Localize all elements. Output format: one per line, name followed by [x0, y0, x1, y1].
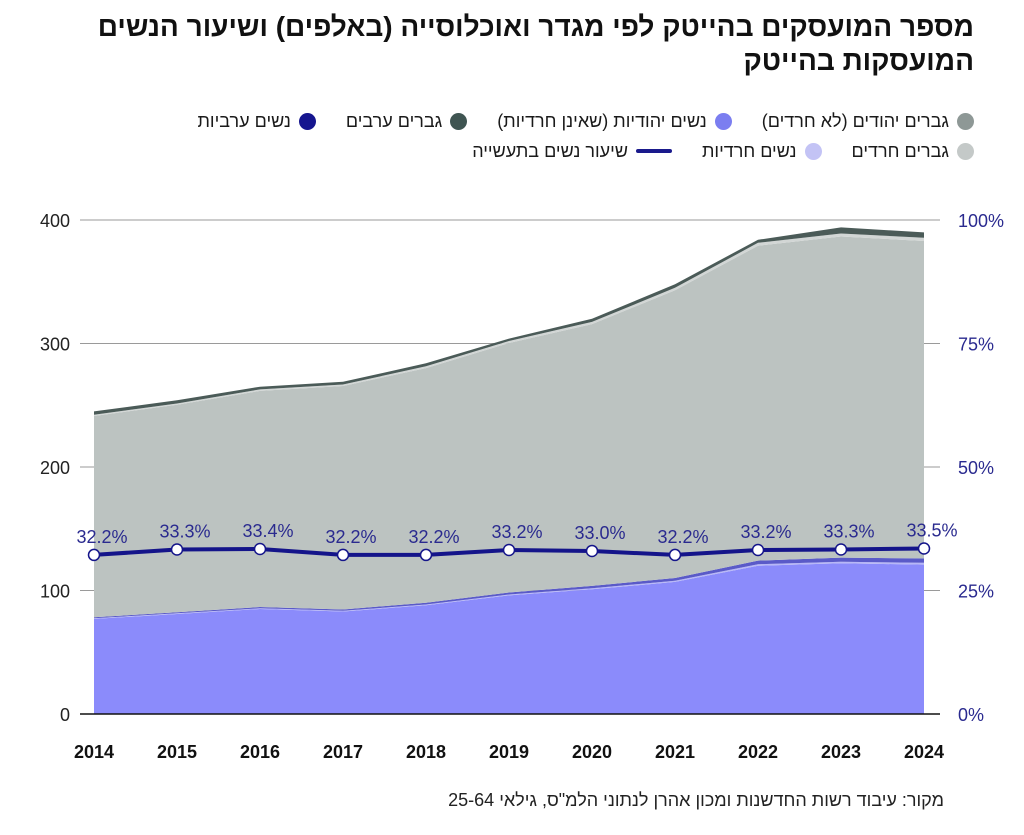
- y2-tick-label: 0%: [958, 705, 984, 725]
- y-tick-label: 400: [40, 211, 70, 231]
- y2-tick-label: 75%: [958, 335, 994, 355]
- legend-label: נשים חרדיות: [701, 140, 797, 161]
- circle-icon: [714, 112, 732, 130]
- share-data-label: 33.0%: [574, 523, 625, 543]
- chart-area: 0 100 200 300 400 0% 25% 50% 75% 100% 2014 2015 2016…: [40, 211, 1004, 762]
- legend-item-arab-men: גברים ערבים: [345, 110, 468, 132]
- line-icon: [635, 149, 672, 153]
- x-tick-label: 2022: [738, 742, 778, 762]
- y2-tick-label: 100%: [958, 211, 1004, 231]
- y-tick-label: 300: [40, 335, 70, 355]
- area-jewish_women: [94, 563, 924, 714]
- x-tick-label: 2017: [323, 742, 363, 762]
- share-data-label: 33.3%: [159, 521, 210, 541]
- share-data-label: 32.2%: [76, 527, 127, 547]
- legend-item-jewish-men: גברים יהודים (לא חרדים): [762, 111, 974, 132]
- x-tick-label: 2020: [572, 742, 612, 762]
- area-arab_women: [94, 557, 924, 619]
- share-point: [751, 543, 765, 557]
- circle-icon: [450, 112, 468, 130]
- share-point: [419, 548, 433, 562]
- legend-item-haredi-men: גברים חרדים: [852, 141, 974, 162]
- x-tick-label: 2021: [655, 742, 695, 762]
- legend-label: גברים ערבים: [345, 110, 443, 131]
- x-tick-label: 2014: [74, 742, 114, 762]
- share-data-label: 32.2%: [408, 527, 459, 547]
- legend-item-haredi-women: נשים חרדיות: [702, 141, 822, 162]
- legend-label: נשים ערביות: [197, 110, 291, 131]
- share-point: [502, 543, 516, 557]
- share-point: [585, 544, 599, 558]
- legend-row-1: גברים יהודים (לא חרדים) נשים יהודיות (שא…: [74, 106, 974, 136]
- share-point: [917, 542, 931, 555]
- legend-label: שיעור נשים בתעשייה: [472, 140, 628, 161]
- legend: גברים יהודים (לא חרדים) נשים יהודיות (שא…: [74, 106, 974, 166]
- share-data-label: 33.2%: [491, 522, 542, 542]
- legend-item-jewish-women: נשים יהודיות (שאינן חרדיות): [497, 111, 732, 132]
- legend-label: גברים חרדים: [851, 140, 949, 161]
- x-tick-label: 2016: [240, 742, 280, 762]
- y-tick-label: 0: [60, 705, 70, 725]
- legend-item-women-share: שיעור נשים בתעשייה: [472, 141, 672, 162]
- legend-label: גברים יהודים (לא חרדים): [761, 110, 949, 131]
- share-data-label: 33.4%: [242, 521, 293, 541]
- y-tick-label: 100: [40, 582, 70, 602]
- areas-layer: [94, 227, 924, 714]
- share-data-label: 32.2%: [325, 527, 376, 547]
- share-data-label: 33.5%: [906, 521, 957, 541]
- share-data-label: 33.2%: [740, 522, 791, 542]
- share-data-label: 33.3%: [823, 521, 874, 541]
- share-point: [170, 543, 184, 556]
- share-point: [834, 543, 848, 556]
- share-data-label: 32.2%: [657, 527, 708, 547]
- area-jewish_men: [94, 236, 924, 618]
- x-tick-label: 2018: [406, 742, 446, 762]
- legend-row-2: גברים חרדים נשים חרדיות שיעור נשים בתעשי…: [74, 136, 974, 166]
- x-tick-label: 2015: [157, 742, 197, 762]
- source-note: מקור: עיבוד רשות החדשנות ומכון אהרן לנתו…: [448, 790, 944, 810]
- circle-icon: [957, 112, 974, 130]
- x-tick-label: 2019: [489, 742, 529, 762]
- y-tick-label: 200: [40, 458, 70, 478]
- x-tick-label: 2023: [821, 742, 861, 762]
- axis-layer: 0 100 200 300 400 0% 25% 50% 75% 100% 2014 2015 2016…: [40, 211, 1004, 762]
- share-point: [336, 548, 350, 562]
- circle-icon: [298, 112, 316, 130]
- legend-item-arab-women: נשים ערביות: [197, 110, 316, 132]
- share-line-layer: 32.2% 33.3% 33.4% 32.2% 32.2% 33.2% 33.0% 32.2%…: [76, 521, 958, 562]
- y2-tick-label: 50%: [958, 458, 994, 478]
- legend-label: נשים יהודיות (שאינן חרדיות): [497, 110, 707, 131]
- y2-tick-label: 25%: [958, 582, 994, 602]
- share-point: [87, 548, 101, 562]
- chart-title: מספר המועסקים בהייטק לפי מגדר ואוכלוסייה…: [97, 11, 974, 76]
- circle-icon: [804, 142, 822, 160]
- x-tick-label: 2024: [904, 742, 944, 762]
- share-point: [253, 542, 267, 556]
- circle-icon: [957, 142, 974, 160]
- share-point: [668, 548, 682, 562]
